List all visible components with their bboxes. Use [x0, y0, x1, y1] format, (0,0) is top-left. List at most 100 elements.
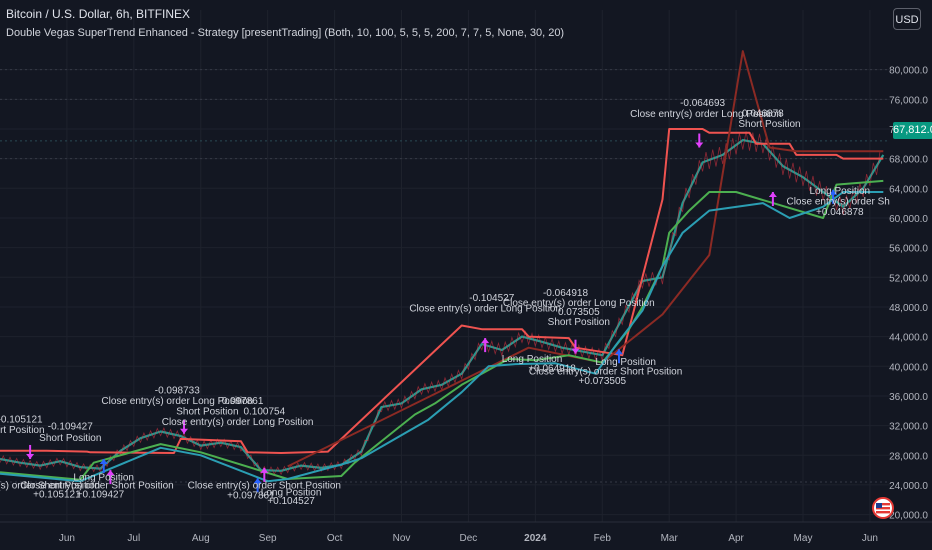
y-tick-label: 60,000.0 — [889, 214, 928, 225]
trade-annotation: Short Position — [548, 317, 610, 328]
trade-marker-arrow — [180, 428, 189, 434]
trade-annotation: -0.109427 — [48, 421, 93, 432]
trade-marker-arrow — [695, 142, 704, 148]
trade-marker-arrow — [768, 192, 777, 198]
trade-annotation: Long Position — [261, 487, 322, 498]
trade-annotation: Close entry(s) order Short Position — [529, 366, 682, 377]
y-tick-label: 56,000.0 — [889, 244, 928, 255]
trade-annotation: 0.073505 — [558, 307, 600, 318]
trade-annotation: 0.100754 — [243, 407, 285, 418]
y-tick-label: 40,000.0 — [889, 362, 928, 373]
trade-annotation: -0.064918 — [543, 288, 588, 299]
trade-annotation: Close entry(s) order Short Position — [786, 197, 932, 208]
y-tick-label: 64,000.0 — [889, 184, 928, 195]
chart-title: Bitcoin / U.S. Dollar, 6h, BITFINEX — [6, 7, 191, 21]
trade-marker — [180, 419, 189, 434]
trade-annotation: -0.105121 — [0, 415, 43, 426]
trade-annotation: +0.073505 — [579, 376, 627, 387]
trade-marker — [695, 133, 704, 148]
currency-button[interactable]: USD — [893, 8, 921, 30]
y-tick-label: 32,000.0 — [889, 422, 928, 433]
trade-annotation: +0.046878 — [816, 207, 864, 218]
y-tick-label: 80,000.0 — [889, 66, 928, 77]
trade-marker-arrow — [260, 467, 269, 473]
trade-annotation: -0.064693 — [680, 98, 725, 109]
x-tick-label: Jun — [862, 533, 878, 544]
supertrend-line-2 — [0, 179, 884, 481]
trade-annotation: Short Position — [0, 425, 45, 436]
trade-annotation: +0.109427 — [77, 490, 125, 501]
last-price-label: 67,812.0 — [893, 122, 932, 139]
time-axis-area — [0, 522, 932, 550]
x-tick-label: Jul — [127, 533, 140, 544]
price-axis-area — [890, 0, 932, 550]
trade-annotation: Close entry(s) order Short Position — [0, 481, 100, 492]
y-tick-label: 28,000.0 — [889, 451, 928, 462]
trade-marker-arrow — [99, 458, 108, 464]
x-tick-label: Nov — [393, 533, 411, 544]
x-tick-label: Apr — [728, 533, 744, 544]
y-tick-label: 44,000.0 — [889, 333, 928, 344]
trade-marker — [768, 192, 777, 207]
trade-annotation: Short Position — [738, 119, 800, 130]
x-tick-label: Sep — [259, 533, 277, 544]
trade-annotation: Short Position — [39, 433, 101, 444]
trade-annotation: Long Position — [502, 354, 563, 365]
trade-marker — [571, 339, 580, 354]
y-tick-label: 36,000.0 — [889, 392, 928, 403]
trade-annotation: Close entry(s) order Long Position — [503, 298, 655, 309]
trade-annotation: +0.105121 — [33, 490, 81, 501]
trade-marker-arrow — [829, 189, 838, 195]
trade-annotation: Close entry(s) order Long Position — [630, 109, 782, 120]
price-series-line — [0, 139, 885, 472]
trade-annotation: +0.064918 — [528, 364, 576, 375]
trade-marker — [253, 478, 262, 493]
price-candle-wicks — [0, 131, 881, 476]
trade-annotation: -0.104527 — [469, 293, 514, 304]
trade-annotation: +0.104527 — [267, 496, 315, 507]
trade-marker — [481, 338, 490, 353]
trade-marker — [106, 470, 115, 485]
trade-annotation: Long Position — [595, 357, 656, 368]
y-tick-label: 48,000.0 — [889, 303, 928, 314]
y-tick-label: 24,000.0 — [889, 481, 928, 492]
trade-marker-arrow — [253, 478, 262, 484]
y-tick-label: 52,000.0 — [889, 273, 928, 284]
x-tick-label: Oct — [327, 533, 343, 544]
tradingview-flag-icon[interactable] — [872, 497, 894, 519]
trade-annotation: Long Position — [809, 186, 870, 197]
trade-annotation: Close entry(s) order Long Position — [162, 417, 314, 428]
x-tick-label: Aug — [192, 533, 210, 544]
trade-annotation: -0.097861 — [218, 396, 263, 407]
supertrend-line-0 — [0, 128, 884, 454]
y-tick-label: 68,000.0 — [889, 155, 928, 166]
trade-annotation: Close entry(s) order Short Position — [20, 481, 173, 492]
indicator-legend[interactable]: Double Vegas SuperTrend Enhanced - Strat… — [6, 27, 565, 39]
trade-marker — [99, 458, 108, 473]
trade-annotation: Close entry(s) order Long Position — [409, 303, 561, 314]
x-tick-label: 2024 — [524, 533, 547, 544]
trade-marker — [614, 349, 623, 364]
x-tick-label: Jun — [59, 533, 75, 544]
trade-annotation: Short Position — [176, 407, 238, 418]
y-tick-label: 20,000.0 — [889, 511, 928, 522]
x-tick-label: Dec — [460, 533, 478, 544]
trade-annotation: Close entry(s) order Short Position — [188, 481, 341, 492]
trade-annotation: +0.097861 — [227, 490, 275, 501]
supertrend-line-3 — [0, 191, 884, 483]
trade-annotation: -0.098733 — [155, 386, 200, 397]
y-tick-label: 76,000.0 — [889, 95, 928, 106]
x-tick-label: Mar — [661, 533, 679, 544]
trade-marker-arrow — [481, 338, 490, 344]
trade-marker — [829, 189, 838, 204]
trade-annotation: Close entry(s) order Long Position — [101, 396, 253, 407]
trade-marker-arrow — [614, 349, 623, 355]
trade-marker-arrow — [571, 348, 580, 354]
trade-marker-arrow — [106, 470, 115, 476]
x-tick-label: Feb — [594, 533, 612, 544]
trade-annotation: 0.046878 — [742, 108, 784, 119]
trade-marker — [26, 444, 35, 459]
trade-marker-arrow — [26, 453, 35, 459]
